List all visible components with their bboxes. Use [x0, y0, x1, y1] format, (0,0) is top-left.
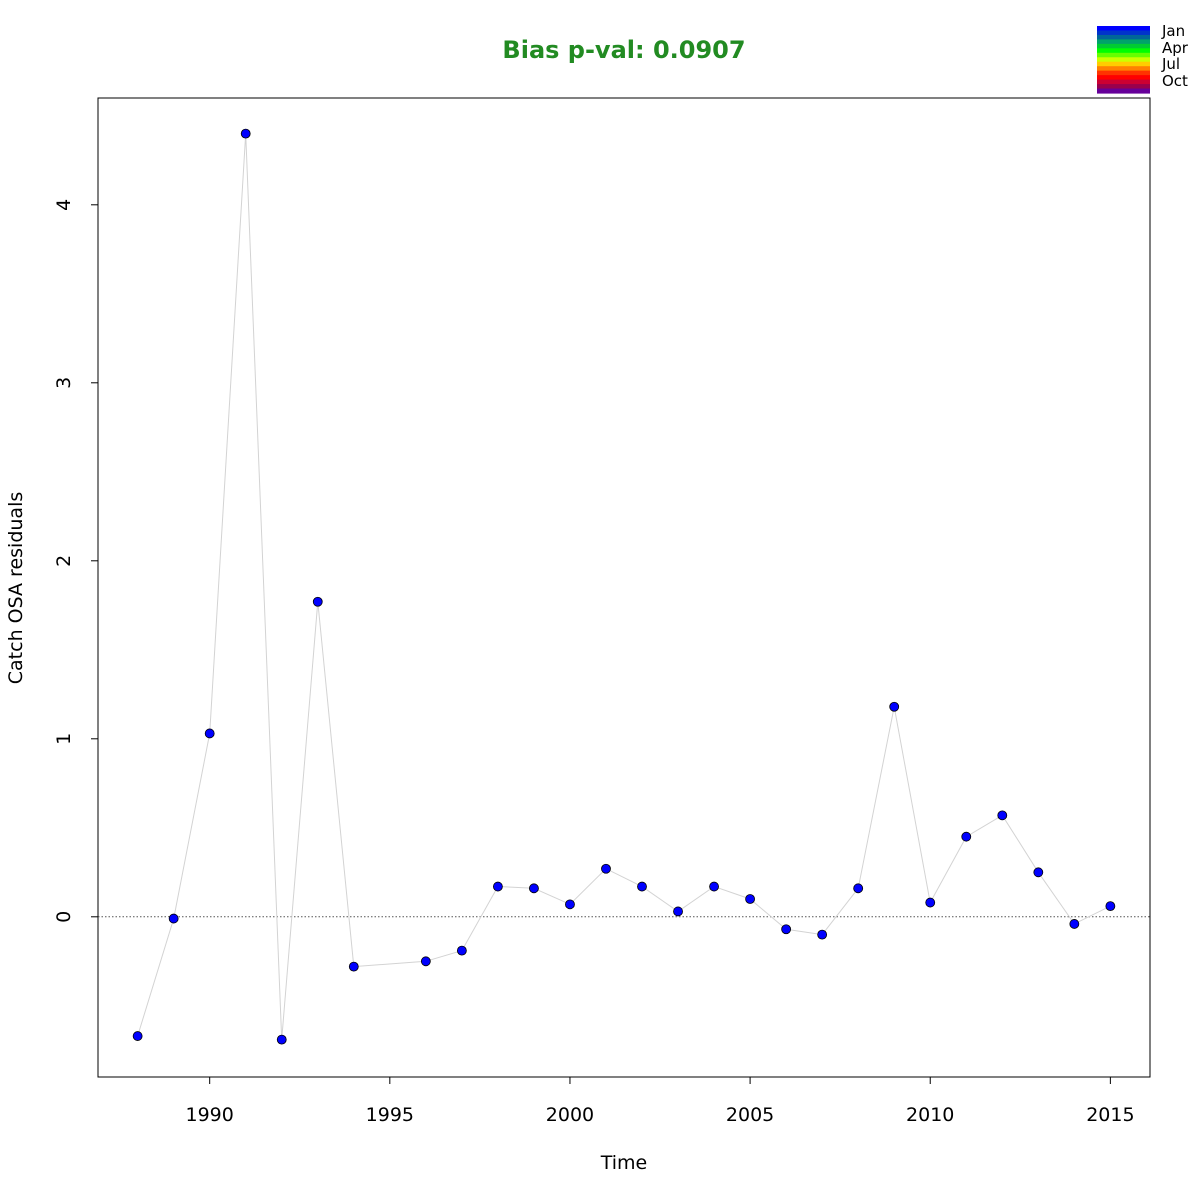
- plot-frame: [97, 97, 1151, 1078]
- x-tick-label: 2000: [546, 1104, 594, 1126]
- chart-title: Bias p-val: 0.0907: [502, 36, 745, 64]
- y-tick-label: 3: [53, 377, 75, 389]
- legend-label: Oct: [1162, 72, 1188, 90]
- legend-label: Jan: [1161, 22, 1185, 40]
- data-point: [1069, 919, 1080, 929]
- data-point: [348, 961, 359, 972]
- data-point: [817, 929, 828, 940]
- legend-swatch: [1097, 39, 1150, 45]
- legend-swatch: [1097, 79, 1150, 85]
- legend-swatch: [1097, 48, 1150, 54]
- x-axis-label: Time: [600, 1152, 648, 1174]
- y-axis-label: Catch OSA residuals: [5, 492, 27, 684]
- data-point: [889, 701, 900, 712]
- y-tick-label: 4: [53, 199, 75, 211]
- y-tick-label: 1: [53, 733, 75, 745]
- series-line: [137, 133, 1111, 1040]
- legend-label: Jul: [1161, 55, 1180, 73]
- data-point: [420, 956, 431, 967]
- data-point: [1105, 901, 1116, 912]
- data-point: [493, 881, 503, 892]
- legend-swatch: [1097, 84, 1150, 90]
- data-point: [853, 883, 864, 894]
- data-point: [1033, 867, 1044, 878]
- data-point: [925, 897, 936, 908]
- x-tick-label: 2015: [1086, 1104, 1134, 1126]
- data-point: [312, 596, 323, 607]
- legend-swatch: [1097, 34, 1150, 40]
- y-axis: 0 1 2 3 4: [53, 199, 99, 923]
- data-point: [204, 728, 215, 739]
- legend-swatch: [1097, 57, 1150, 63]
- data-point: [132, 1031, 143, 1041]
- legend-swatch: [1097, 75, 1150, 81]
- data-point: [709, 881, 719, 892]
- data-point: [456, 945, 467, 956]
- legend-swatch: [1097, 88, 1150, 94]
- x-tick-label: 1990: [186, 1104, 234, 1126]
- legend-swatch: [1097, 26, 1150, 32]
- data-point: [529, 883, 539, 894]
- data-point: [997, 810, 1008, 821]
- data-point: [745, 894, 755, 904]
- data-point: [240, 128, 251, 139]
- data-points: [132, 128, 1116, 1045]
- x-tick-label: 1995: [366, 1104, 414, 1126]
- data-point: [673, 906, 683, 917]
- data-point: [565, 899, 575, 910]
- data-point: [276, 1034, 287, 1045]
- legend-swatch: [1097, 61, 1150, 67]
- y-tick-label: 0: [53, 911, 75, 923]
- legend-swatch: [1097, 52, 1150, 58]
- legend-swatch: [1097, 30, 1150, 36]
- legend-swatch: [1097, 70, 1150, 76]
- x-tick-label: 2005: [726, 1104, 774, 1126]
- x-tick-label: 2010: [906, 1104, 954, 1126]
- legend-label: Apr: [1162, 39, 1189, 57]
- data-point: [168, 913, 179, 924]
- legend-swatch: [1097, 66, 1150, 72]
- data-point: [961, 831, 972, 842]
- x-axis: 1990 1995 2000 2005 2010 2015: [186, 1076, 1135, 1126]
- legend-swatch: [1097, 43, 1150, 49]
- data-point: [637, 881, 647, 892]
- residual-line: [137, 133, 1111, 1040]
- data-point: [601, 863, 611, 874]
- y-tick-label: 2: [53, 555, 75, 567]
- data-point: [781, 924, 792, 935]
